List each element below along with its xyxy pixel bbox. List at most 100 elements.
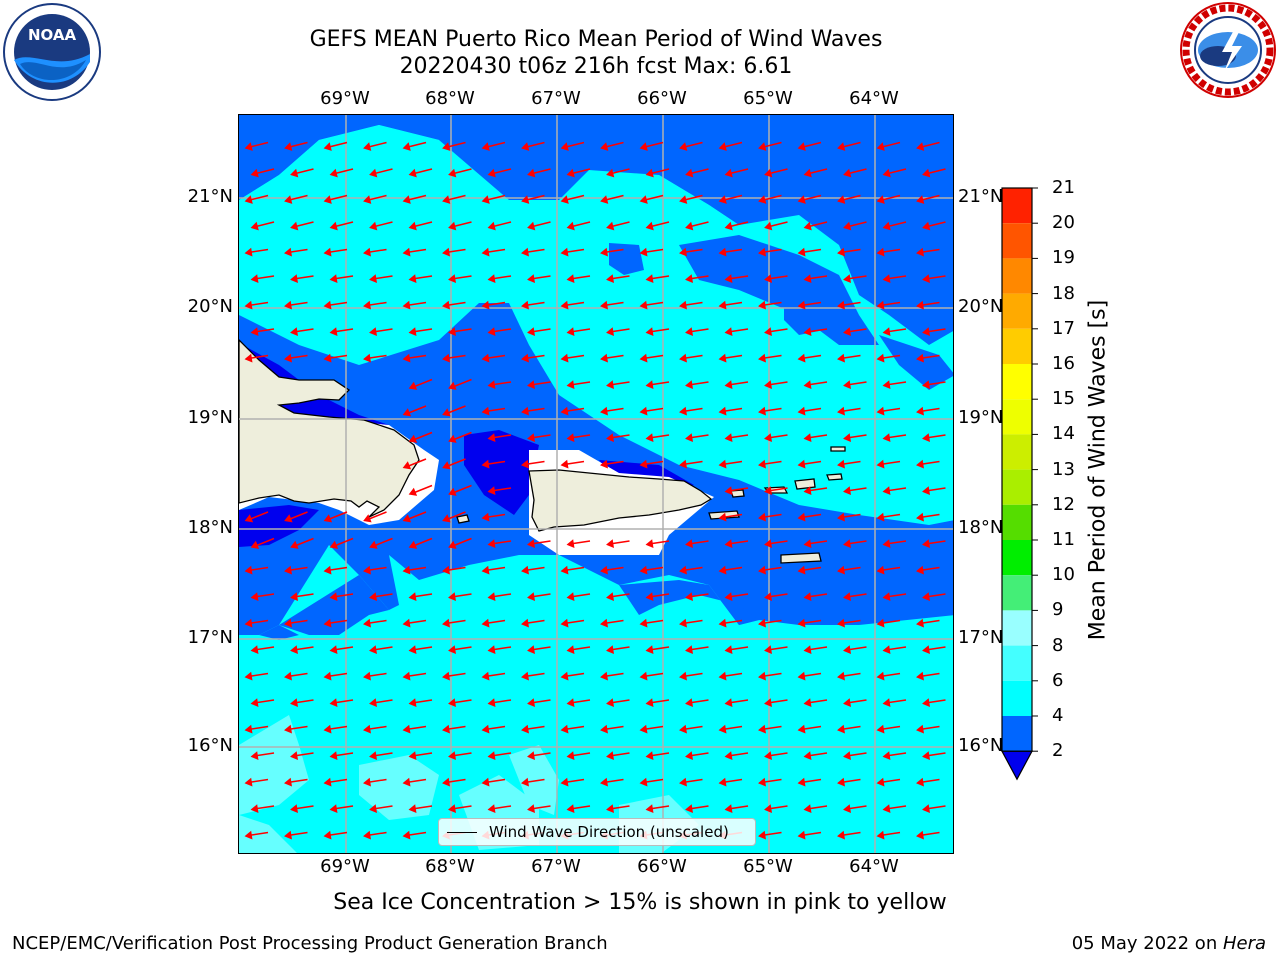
colorbar <box>1000 187 1038 781</box>
wave-direction-arrow <box>758 406 782 416</box>
chart-subtitle: 20220430 t06z 216h fcst Max: 6.61 <box>399 54 793 79</box>
wave-direction-arrow <box>323 194 348 204</box>
wave-direction-arrow <box>803 221 828 231</box>
wave-direction-arrow <box>764 380 788 389</box>
wave-direction-arrow <box>527 327 551 336</box>
wave-direction-arrow <box>764 592 788 601</box>
wave-direction-arrow <box>876 777 901 787</box>
wave-direction-arrow <box>329 274 354 283</box>
colorbar-segment <box>1002 469 1032 505</box>
wave-direction-arrow <box>481 247 506 257</box>
wave-direction-arrow <box>764 168 788 178</box>
wave-direction-arrow <box>797 353 822 363</box>
colorbar-label: Mean Period of Wind Waves [s] <box>1085 299 1111 641</box>
wave-direction-arrow <box>797 141 822 151</box>
wave-direction-arrow <box>323 777 348 787</box>
wave-direction-arrow <box>442 141 466 151</box>
wave-direction-arrow <box>685 698 709 707</box>
wave-direction-arrow <box>363 247 387 257</box>
lon-label-top: 65°W <box>743 88 793 109</box>
wave-direction-arrow <box>363 671 387 681</box>
wave-direction-arrow <box>876 724 901 734</box>
wave-direction-arrow <box>679 141 703 151</box>
wave-direction-arrow <box>843 274 867 283</box>
wave-direction-arrow <box>758 830 782 840</box>
wave-direction-arrow <box>718 565 743 575</box>
wave-direction-arrow <box>797 247 822 257</box>
wave-direction-arrow <box>369 537 393 549</box>
wave-direction-arrow <box>764 751 788 760</box>
lat-label-left: 16°N <box>187 735 233 756</box>
wave-direction-arrow <box>363 724 387 734</box>
colorbar-segment <box>1002 645 1032 681</box>
wave-direction-arrow <box>244 247 269 257</box>
wave-direction-arrow <box>284 300 308 310</box>
wave-direction-arrow <box>527 539 551 548</box>
wave-direction-arrow <box>408 327 433 336</box>
wave-direction-arrow <box>448 804 472 813</box>
wave-direction-arrow <box>843 433 867 442</box>
lat-label-right: 17°N <box>958 627 1004 648</box>
wave-direction-arrow <box>843 592 867 601</box>
wave-direction-arrow <box>679 777 703 787</box>
wave-direction-arrow <box>560 777 585 787</box>
wave-direction-arrow <box>639 565 664 575</box>
wave-direction-arrow <box>369 751 393 760</box>
lat-label-right: 16°N <box>958 735 1004 756</box>
wave-direction-arrow <box>600 459 624 469</box>
wave-direction-arrow <box>369 804 393 813</box>
colorbar-segment <box>1002 223 1032 259</box>
wave-direction-arrow <box>448 431 472 443</box>
wave-direction-arrow <box>876 565 901 575</box>
wave-direction-arrow <box>487 645 512 654</box>
wave-direction-arrow <box>442 353 466 363</box>
wave-direction-arrow <box>408 537 433 549</box>
wave-direction-arrow <box>600 353 624 363</box>
wave-direction-arrow <box>527 274 551 283</box>
wave-direction-arrow <box>250 537 275 549</box>
wave-direction-arrow <box>527 168 551 178</box>
wave-direction-arrow <box>448 698 472 707</box>
wave-direction-arrow <box>323 141 348 151</box>
wave-direction-arrow <box>521 671 545 681</box>
colorbar-segment <box>1002 258 1032 294</box>
wave-direction-arrow <box>408 221 433 231</box>
wave-direction-arrow <box>764 327 788 336</box>
wave-direction-arrow <box>487 433 512 442</box>
wave-direction-arrow <box>843 804 867 813</box>
wave-direction-arrow <box>560 406 585 416</box>
lat-label-left: 18°N <box>187 517 233 538</box>
wave-direction-arrow <box>843 645 867 654</box>
wave-direction-arrow <box>250 592 275 601</box>
wave-direction-arrow <box>250 804 275 813</box>
wave-direction-arrow <box>290 804 314 813</box>
wave-direction-arrow <box>882 380 907 389</box>
wave-direction-arrow <box>323 830 348 840</box>
wave-direction-arrow <box>250 751 275 760</box>
colorbar-extend-triangle <box>1000 750 1034 781</box>
wave-direction-arrow <box>521 565 545 575</box>
wave-direction-arrow <box>244 511 269 523</box>
noaa-logo: NOAA <box>3 3 101 101</box>
colorbar-segment <box>1002 328 1032 364</box>
wave-direction-arrow <box>527 433 551 442</box>
wave-direction-arrow <box>244 353 269 363</box>
wave-direction-arrow <box>724 433 749 442</box>
wave-direction-arrow <box>290 537 314 549</box>
wave-direction-arrow <box>685 804 709 813</box>
wave-direction-arrow <box>639 300 664 310</box>
wave-direction-arrow <box>724 168 749 178</box>
wave-direction-arrow <box>922 486 946 495</box>
wave-direction-arrow <box>679 194 703 204</box>
wave-direction-arrow <box>329 698 354 707</box>
colorbar-tick-label: 10 <box>1052 564 1075 586</box>
wave-direction-arrow <box>442 671 466 681</box>
wave-direction-arrow <box>250 168 275 178</box>
colorbar-segment <box>1002 610 1032 646</box>
wave-direction-arrow <box>481 459 506 469</box>
lon-label-bottom: 64°W <box>849 856 899 877</box>
wave-direction-arrow <box>843 751 867 760</box>
wave-direction-arrow <box>363 353 387 363</box>
wave-direction-arrow <box>481 512 506 522</box>
wave-direction-arrow <box>402 405 427 417</box>
